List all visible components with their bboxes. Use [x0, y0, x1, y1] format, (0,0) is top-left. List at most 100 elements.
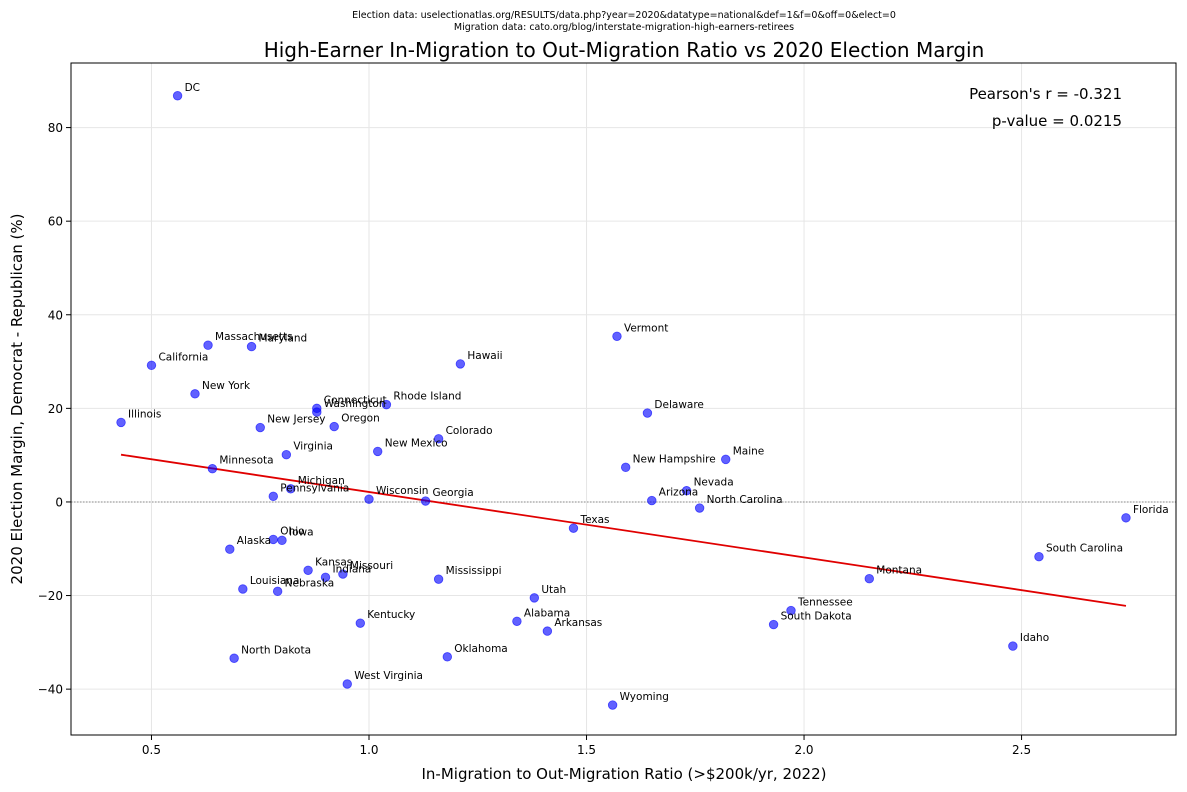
- data-point: [364, 494, 374, 504]
- data-point: [373, 446, 383, 457]
- trendline: [120, 453, 1127, 607]
- y-tick-label: 40: [48, 308, 63, 322]
- point-label: Indiana: [332, 563, 371, 575]
- data-point: [768, 619, 779, 630]
- point-label: New Mexico: [385, 437, 448, 449]
- data-point: [1008, 641, 1018, 651]
- point-label: Maine: [733, 445, 765, 457]
- chart-title: High-Earner In-Migration to Out-Migratio…: [264, 38, 985, 62]
- point-label: Hawaii: [467, 350, 502, 362]
- data-point: [512, 616, 522, 626]
- data-point: [612, 331, 622, 341]
- data-point: [329, 421, 339, 432]
- data-point: [342, 679, 352, 689]
- data-point: [694, 503, 705, 513]
- point-label: Illinois: [128, 408, 161, 420]
- point-label: Pennsylvania: [280, 482, 349, 494]
- data-point: [381, 399, 392, 410]
- data-point: [568, 523, 579, 533]
- point-label: Alaska: [237, 535, 271, 547]
- data-point: [172, 91, 183, 101]
- data-point: [681, 486, 692, 496]
- data-point: [190, 389, 200, 399]
- point-label: New York: [202, 380, 251, 392]
- point-label: Michigan: [298, 475, 345, 487]
- point-label: Louisiana: [250, 575, 300, 587]
- pearson-stat: Pearson's r = -0.321: [969, 85, 1122, 103]
- x-tick-label: 0.5: [142, 743, 161, 757]
- pvalue-stat: p-value = 0.0215: [992, 112, 1122, 130]
- data-point: [277, 535, 287, 546]
- data-point: [268, 491, 278, 502]
- data-point: [433, 434, 444, 444]
- data-point: [455, 359, 466, 369]
- data-point: [320, 572, 331, 582]
- point-label: Montana: [876, 565, 922, 577]
- data-point: [238, 584, 248, 594]
- point-label: Oklahoma: [454, 643, 507, 655]
- point-label: California: [158, 351, 208, 363]
- data-point: [303, 565, 313, 575]
- point-label: Arizona: [659, 487, 698, 499]
- data-point: [229, 653, 239, 663]
- x-tick-label: 2.5: [1012, 743, 1031, 757]
- data-point: [203, 340, 213, 350]
- point-label: Mississippi: [446, 565, 502, 577]
- x-tick-label: 1.5: [577, 743, 596, 757]
- point-label: West Virginia: [354, 670, 423, 682]
- point-label: Connecticut: [324, 394, 387, 406]
- point-label: Florida: [1133, 504, 1169, 516]
- data-point: [620, 462, 631, 473]
- source-line-migration: Migration data: cato.org/blog/interstate…: [454, 22, 794, 33]
- y-tick-label: −20: [38, 589, 63, 603]
- data-point: [1034, 552, 1044, 562]
- data-points: [116, 91, 1131, 710]
- point-label: Arkansas: [554, 617, 602, 629]
- point-label: New Jersey: [267, 414, 325, 426]
- y-tick-label: −40: [38, 683, 63, 697]
- source-line-election: Election data: uselectionatlas.org/RESUL…: [352, 10, 896, 21]
- data-point: [225, 544, 235, 554]
- data-point: [420, 496, 431, 506]
- point-label: Maryland: [259, 333, 308, 345]
- y-tick-label: 80: [48, 121, 63, 135]
- point-label: Delaware: [654, 399, 703, 411]
- point-label: Tennessee: [797, 597, 853, 609]
- data-point: [246, 341, 257, 352]
- data-point: [1121, 513, 1131, 523]
- y-tick-label: 0: [55, 495, 63, 509]
- point-label: Massachusetts: [215, 331, 293, 343]
- y-tick-label: 60: [48, 215, 63, 229]
- point-label: Kansas: [315, 556, 352, 568]
- point-label: Virginia: [293, 441, 333, 453]
- data-point: [864, 573, 874, 584]
- point-label: South Dakota: [781, 611, 852, 623]
- data-point: [312, 407, 322, 417]
- point-label: North Dakota: [241, 644, 311, 656]
- point-label: Texas: [579, 514, 609, 526]
- x-tick-label: 2.0: [794, 743, 813, 757]
- point-label: Idaho: [1020, 632, 1049, 644]
- point-label: New Hampshire: [633, 453, 716, 465]
- point-label: Oregon: [341, 413, 380, 425]
- data-point: [433, 574, 444, 584]
- data-point: [281, 449, 292, 460]
- point-label: Washington: [324, 398, 386, 410]
- data-point: [542, 626, 553, 636]
- trendline-group: [120, 453, 1127, 607]
- point-label: Kentucky: [367, 609, 415, 621]
- point-label: Vermont: [624, 322, 668, 334]
- data-point: [647, 495, 657, 506]
- point-label: Colorado: [446, 425, 493, 437]
- y-tick-label: 20: [48, 402, 63, 416]
- point-label: Ohio: [280, 525, 304, 537]
- data-point: [529, 593, 540, 603]
- data-point: [607, 700, 618, 710]
- x-tick-label: 1.0: [359, 743, 378, 757]
- point-label: Utah: [541, 584, 566, 596]
- x-axis-ticks: 0.5 1.0 1.5 2.0 2.5: [142, 735, 1031, 757]
- data-point: [642, 408, 653, 418]
- data-point: [207, 464, 218, 474]
- point-label: Nevada: [694, 477, 734, 489]
